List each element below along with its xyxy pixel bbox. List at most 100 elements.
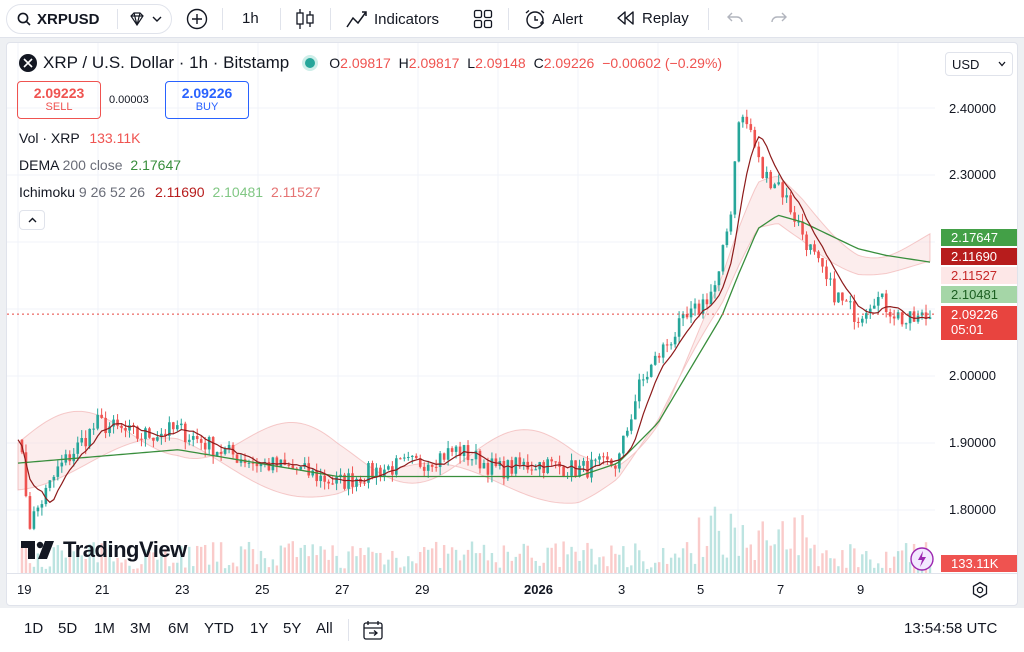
add-symbol-icon[interactable] — [186, 8, 208, 30]
volume-bar — [387, 559, 390, 573]
timeframe-1m[interactable]: 1M — [94, 620, 115, 637]
timeframe-1y[interactable]: 1Y — [250, 620, 269, 637]
volume-bar — [184, 567, 187, 573]
volume-bar — [554, 543, 557, 573]
volume-bar — [614, 553, 617, 573]
candle-body — [112, 419, 115, 427]
price-tick: 2.00000 — [949, 368, 996, 383]
volume-bar — [319, 546, 322, 573]
utc-clock[interactable]: 13:54:58 UTC — [904, 620, 998, 637]
date-range-icon[interactable] — [362, 619, 384, 641]
candle-body — [124, 427, 127, 431]
volume-bar — [211, 542, 215, 573]
volume-bar — [665, 563, 669, 573]
volume-bar — [562, 541, 565, 573]
volume-bar — [685, 542, 689, 573]
dema-legend[interactable]: DEMA 200 close 2.17647 — [19, 157, 182, 173]
chevron-down-icon[interactable] — [152, 15, 162, 23]
price-chart[interactable] — [7, 43, 1017, 605]
volume-bar — [896, 551, 900, 573]
layout-grid-icon[interactable] — [473, 9, 493, 29]
ichimoku-legend[interactable]: Ichimoku 9 26 52 26 2.11690 2.10481 2.11… — [19, 184, 321, 200]
volume-bar — [303, 544, 306, 573]
sell-button[interactable]: 2.09223 SELL — [17, 81, 101, 119]
timeframe-5y[interactable]: 5Y — [283, 620, 302, 637]
chart-settings-icon[interactable] — [971, 581, 989, 599]
buy-button[interactable]: 2.09226 BUY — [165, 81, 249, 119]
indicators-button[interactable]: Indicators — [346, 9, 439, 29]
candle-body — [554, 461, 557, 463]
timeframe-6m[interactable]: 6M — [168, 620, 189, 637]
volume-bar — [582, 550, 585, 573]
volume-bar — [904, 543, 908, 573]
timeframe-3m[interactable]: 3M — [130, 620, 151, 637]
chevron-down-icon — [998, 61, 1006, 67]
volume-bar — [701, 556, 705, 573]
volume-bar — [219, 542, 223, 573]
volume-legend[interactable]: Vol · XRP 133.11K — [19, 130, 141, 146]
timeframe-ytd[interactable]: YTD — [204, 620, 234, 637]
replay-button[interactable]: Replay — [614, 9, 689, 27]
currency-select[interactable]: USD — [945, 52, 1013, 76]
volume-bar — [717, 530, 721, 573]
volume-bar — [343, 568, 346, 573]
volume-bar — [80, 555, 83, 573]
timeframe-all[interactable]: All — [316, 620, 333, 637]
alert-button[interactable]: Alert — [524, 9, 583, 30]
volume-bar — [630, 565, 633, 573]
candle-body — [582, 460, 585, 466]
volume-bar — [267, 567, 271, 573]
candle-body — [729, 214, 733, 232]
volume-bar — [96, 562, 99, 573]
volume-bar — [351, 546, 354, 573]
volume-bar — [427, 549, 430, 573]
volume-bar — [331, 545, 334, 573]
alert-label: Alert — [552, 11, 583, 28]
timeframe-1d[interactable]: 1D — [24, 620, 44, 637]
ichimoku-lead2-label: 2.11527 — [941, 267, 1017, 284]
volume-bar — [884, 551, 888, 573]
symbol-name[interactable]: XRPUSD — [37, 11, 100, 28]
volume-bar — [271, 559, 275, 573]
market-status-dot — [305, 58, 316, 68]
candle-body — [48, 480, 52, 488]
chart-pane[interactable]: XRP / U.S. Dollar · 1h · Bitstamp O2.098… — [6, 42, 1018, 606]
candle-body — [622, 435, 625, 454]
volume-bar — [458, 560, 462, 573]
candle-body — [685, 314, 689, 318]
candle-body — [183, 423, 187, 443]
toolbar-separator — [280, 8, 281, 30]
volume-bar — [809, 548, 812, 573]
volume-bar — [239, 546, 243, 573]
redo-icon[interactable] — [770, 11, 788, 25]
volume-bar — [574, 551, 577, 573]
candle-body — [709, 291, 713, 305]
volume-bar — [48, 566, 52, 573]
volume-bar — [673, 553, 677, 573]
candle-body — [673, 336, 677, 345]
symbol-search[interactable]: XRPUSD — [6, 4, 172, 34]
volume-bar — [60, 550, 64, 573]
candle-body — [606, 456, 609, 460]
ichimoku-lead1-label: 2.10481 — [941, 286, 1017, 303]
candle-body — [355, 478, 358, 487]
lightning-icon[interactable] — [909, 546, 935, 572]
undo-icon[interactable] — [726, 11, 744, 25]
interval-button[interactable]: 1h — [242, 10, 259, 27]
volume-bar — [355, 556, 358, 573]
volume-bar — [120, 562, 123, 573]
collapse-legend-button[interactable] — [19, 210, 45, 230]
volume-bar — [805, 537, 808, 573]
dema-line — [17, 214, 931, 478]
volume-bar — [363, 555, 366, 573]
volume-bar — [570, 546, 573, 573]
candle-body — [335, 476, 338, 484]
timeframe-5d[interactable]: 5D — [58, 620, 78, 637]
candle-body — [538, 462, 542, 470]
candle-body — [864, 313, 868, 319]
candle-body — [876, 297, 880, 306]
diamond-icon[interactable] — [129, 12, 145, 26]
candle-body — [195, 436, 199, 440]
candles-icon[interactable] — [295, 8, 315, 30]
volume-bar — [339, 567, 342, 573]
